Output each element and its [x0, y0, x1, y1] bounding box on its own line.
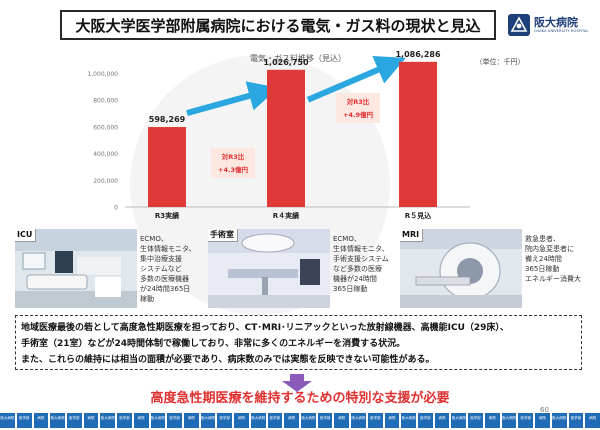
chart-title: 電気・ガス料推移（見込） — [250, 53, 346, 63]
description-line: また、これらの維持には相当の面積が必要であり、病床数のみでは実態を反映できない可… — [21, 355, 435, 365]
growth-arrows — [186, 55, 406, 116]
bar-value-label: 1,086,286 — [395, 50, 440, 59]
y-tick-label: 0 — [114, 205, 118, 212]
footer-logo-tile: 阪大病院 — [401, 413, 417, 428]
y-axis: 0 200,000 400,000 600,000 800,000 1,000,000 — [87, 71, 118, 212]
footer-logo-tile: 阪大病院 — [150, 413, 166, 428]
icu-photo: ICU — [15, 229, 137, 308]
footer-logo-tile: 阪大病院 — [0, 413, 15, 428]
y-tick-label: 200,000 — [93, 178, 118, 185]
footer-logo-tile: 病院 — [484, 413, 500, 428]
footer-logo-tile: 医学部 — [267, 413, 283, 428]
footer-logo-tile: 阪大病院 — [100, 413, 116, 428]
mri-photo-label: MRI — [400, 229, 424, 242]
icu-photo-label: ICU — [15, 229, 37, 242]
footer-logo-tile: 病院 — [384, 413, 400, 428]
footer-logo-tile: 病院 — [434, 413, 450, 428]
bar — [267, 69, 305, 207]
operating-room-photo: 手術室 — [208, 229, 330, 308]
icu-photo-icon — [15, 229, 137, 308]
mri-description: 救急患者、 院内急変患者に 備え24時間 365日稼動 エネルギー消費大 — [525, 235, 581, 283]
operating-room-photo-label: 手術室 — [208, 229, 238, 242]
slide-title: 大阪大学医学部附属病院における電気・ガス料の現状と見込 — [75, 16, 481, 35]
footer-logo-tile: 病院 — [33, 413, 49, 428]
footer-logo-tile: 医学部 — [66, 413, 82, 428]
footer-logo-tile: 病院 — [334, 413, 350, 428]
footer-logo-tile: 阪大病院 — [50, 413, 65, 428]
footer-logo-tile: 医学部 — [468, 413, 483, 428]
footer-logo-tile: 阪大病院 — [501, 413, 517, 428]
chart-unit-label: （単位：千円） — [476, 57, 525, 66]
y-tick-label: 400,000 — [93, 151, 118, 158]
footer-logo-tile: 医学部 — [167, 413, 182, 428]
bar-value-label: 1,026,750 — [263, 58, 308, 67]
description-line: 地域医療最後の砦として高度急性期医療を担っており、CT･MRI･リニアックといっ… — [21, 323, 509, 333]
annotation-line2: +4.3億円 — [218, 165, 248, 174]
footer-logo-tile: 病院 — [83, 413, 99, 428]
annotation-box — [211, 148, 255, 178]
footer-logo-tile: 阪大病院 — [250, 413, 266, 428]
logo-name: 阪大病院 — [534, 15, 578, 29]
bars: 598,269 R3実績 1,026,750 R４実績 1,086,286 R５見込 — [148, 50, 441, 220]
growth-arrow — [186, 81, 279, 116]
footer-logo-tile: 阪大病院 — [301, 413, 316, 428]
annotation-box — [336, 93, 380, 123]
description-box: 地域医療最後の砦として高度急性期医療を担っており、CT･MRI･リニアックといっ… — [15, 315, 582, 370]
slide-title-box: 大阪大学医学部附属病院における電気・ガス料の現状と見込 — [60, 10, 496, 40]
footer-logo-tile: 阪大病院 — [551, 413, 567, 428]
footer-logo-tile: 病院 — [284, 413, 299, 428]
operating-room-description: ECMO、 生体情報モニタ、 手術支援システム など多数の医療 機器が24時間 … — [333, 235, 389, 293]
bar-value-label: 598,269 — [149, 115, 186, 124]
x-category-label: R3実績 — [155, 211, 179, 220]
y-tick-label: 1,000,000 — [87, 71, 118, 78]
footer-logo-strip: 阪大病院 医学部 病院 阪大病院 医学部 病院 阪大病院 医学部 病院 阪大病院 医学部 病院 阪大病院… — [0, 413, 600, 430]
bar — [399, 61, 437, 207]
footer-logo-tile: 医学部 — [16, 413, 32, 428]
footer-logo-tile: 阪大病院 — [200, 413, 216, 428]
y-tick-label: 800,000 — [93, 98, 118, 105]
footer-logo-tile: 病院 — [585, 413, 600, 428]
y-tick-label: 600,000 — [93, 124, 118, 131]
annotation-line1: 対R3比 — [221, 152, 245, 161]
annotation-line2: +4.9億円 — [343, 110, 373, 119]
footer-logo-tile: 病院 — [183, 413, 199, 428]
footer-logo-tile: 阪大病院 — [451, 413, 467, 428]
footer-logo-tile: 病院 — [535, 413, 550, 428]
x-category-label: R５見込 — [405, 211, 431, 220]
page-number: 60 — [540, 406, 549, 414]
footer-logo-tile: 医学部 — [367, 413, 383, 428]
footer-logo-tile: 医学部 — [217, 413, 233, 428]
description-line: 手術室（21室）などが24時間体制で稼働しており、非常に多くのエネルギーを消費す… — [21, 339, 406, 349]
footer-logo-tile: 医学部 — [568, 413, 584, 428]
bar — [148, 127, 186, 207]
logo-subtitle: OSAKA UNIVERSITY HOSPITAL — [534, 28, 589, 33]
footer-logo-tile: 病院 — [234, 413, 249, 428]
icu-description: ECMO、 生体情報モニタ、 集中治療支援 システムなど 多数の医療機器 が24… — [140, 235, 196, 303]
footer-logo-tile: 医学部 — [317, 413, 333, 428]
growth-arrow — [306, 55, 406, 103]
footer-logo-tile: 医学部 — [518, 413, 534, 428]
mri-photo-icon — [400, 229, 522, 308]
x-category-label: R４実績 — [273, 211, 299, 220]
footer-logo-tile: 病院 — [133, 413, 149, 428]
annotation-line1: 対R3比 — [346, 97, 370, 106]
university-hospital-logo-icon — [508, 13, 530, 36]
hospital-logo: 阪大病院 OSAKA UNIVERSITY HOSPITAL — [507, 9, 593, 40]
mri-photo: MRI — [400, 229, 522, 308]
conclusion-text: 高度急性期医療を維持するための特別な支援が必要 — [150, 391, 450, 406]
footer-logo-tile: 医学部 — [117, 413, 132, 428]
down-arrow-icon — [282, 374, 312, 392]
footer-logo-tile: 医学部 — [418, 413, 433, 428]
footer-logo-tile: 阪大病院 — [351, 413, 366, 428]
